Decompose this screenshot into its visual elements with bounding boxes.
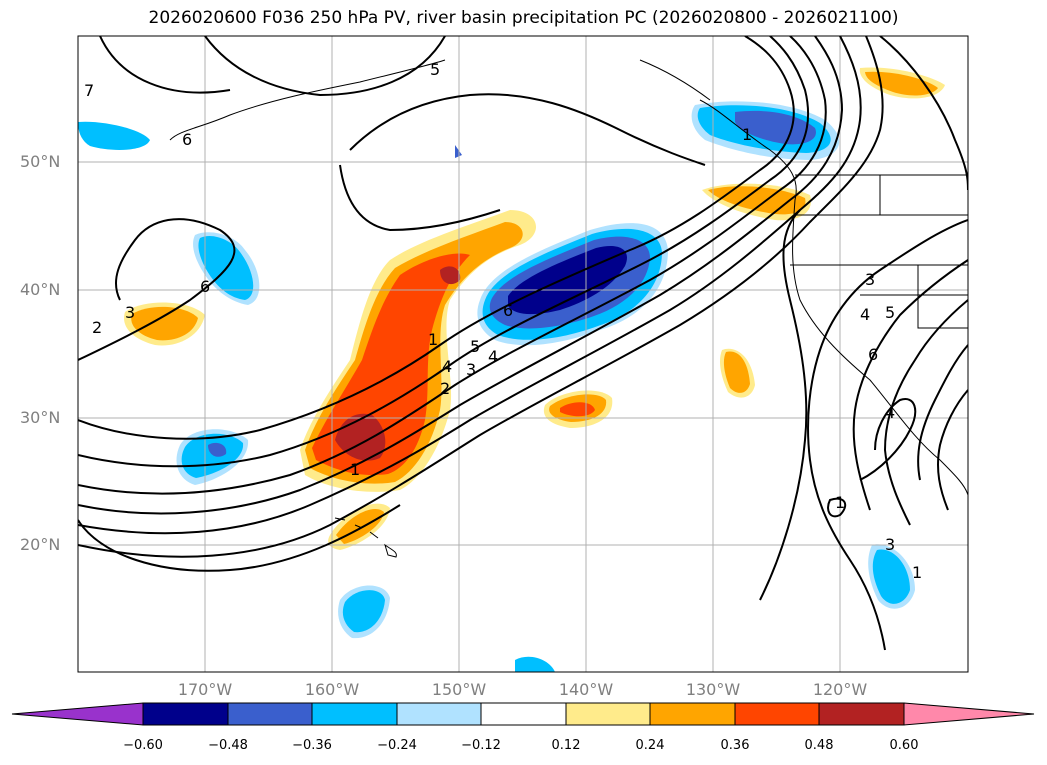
- contour-label: 1: [742, 125, 752, 144]
- contour-label: 5: [470, 337, 480, 356]
- colorbar-tick-label: 0.24: [635, 738, 665, 753]
- lon-label: 120°W: [812, 680, 868, 699]
- lon-label: 150°W: [431, 680, 487, 699]
- colorbar-swatch: [565, 702, 651, 726]
- colorbar-extend-high: [903, 702, 1035, 726]
- contour-label: 3: [865, 270, 875, 289]
- alaska-coast: [169, 59, 446, 141]
- lon-label: 170°W: [177, 680, 233, 699]
- contour-label: 4: [860, 305, 870, 324]
- contour-label: 1: [912, 563, 922, 582]
- negative-anomaly-region: [508, 246, 627, 315]
- positive-anomaly-region: [723, 351, 750, 393]
- contour-label: 6: [182, 130, 192, 149]
- contour-labels: 7 6 6 6 2 3 1 4 5 4 3 2 1 1 3 4 5 6 4 1 …: [84, 60, 922, 582]
- state-borders: [790, 174, 968, 329]
- negative-anomaly-region: [181, 433, 244, 478]
- lat-label: 20°N: [20, 535, 61, 554]
- colorbar-swatch: [818, 702, 905, 726]
- contour-label: 2: [440, 379, 450, 398]
- colorbar-tick-label: −0.24: [377, 738, 417, 753]
- contour-label: 3: [125, 303, 135, 322]
- contour-label: 3: [466, 360, 476, 379]
- contour-label: 7: [84, 81, 94, 100]
- lon-label: 140°W: [558, 680, 614, 699]
- contour-label: 1: [428, 330, 438, 349]
- colorbar-swatch: [649, 702, 736, 726]
- colorbar-tick-label: 0.48: [804, 738, 834, 753]
- contour-label: 1: [835, 493, 845, 512]
- negative-anomaly-region: [208, 442, 227, 457]
- pv-contours: [78, 36, 968, 651]
- colorbar-swatch: [734, 702, 820, 726]
- negative-anomaly-region: [342, 590, 385, 633]
- contour-label: 4: [442, 357, 452, 376]
- colorbar-tick-label: −0.12: [461, 738, 501, 753]
- negative-anomaly-region: [78, 121, 150, 150]
- colorbar-swatch: [227, 702, 313, 726]
- colorbar-tick-label: 0.60: [889, 738, 919, 753]
- gridlines: [78, 36, 968, 672]
- negative-anomaly-region: [872, 549, 910, 604]
- coastlines: [169, 59, 968, 558]
- lat-label: 30°N: [20, 408, 61, 427]
- lat-label: 50°N: [20, 152, 61, 171]
- colorbar-extend-low: [11, 702, 144, 726]
- contour-label: 3: [885, 535, 895, 554]
- north-america-coast: [699, 99, 968, 496]
- colorbar-tick-label: −0.36: [292, 738, 332, 753]
- colorbar-swatch: [142, 702, 229, 726]
- negative-anomaly-region: [515, 656, 555, 672]
- lon-label: 130°W: [685, 680, 741, 699]
- colorbar-tick-label: −0.48: [208, 738, 248, 753]
- contour-label: 6: [200, 277, 210, 296]
- map-frame: [77, 35, 969, 673]
- contour-label: 6: [868, 345, 878, 364]
- lon-label: 160°W: [304, 680, 360, 699]
- colorbar-tick-label: 0.36: [720, 738, 750, 753]
- colorbar-tick-label: 0.12: [551, 738, 581, 753]
- colorbar: [11, 702, 1035, 726]
- colorbar-tick-label: −0.60: [123, 738, 163, 753]
- colorbar-swatch: [480, 702, 567, 726]
- positive-anomaly-region: [865, 71, 938, 96]
- lat-label: 40°N: [20, 280, 61, 299]
- contour-label: 5: [885, 303, 895, 322]
- contour-label: 5: [430, 60, 440, 79]
- contour-label: 4: [885, 403, 895, 422]
- colorbar-swatch: [311, 702, 398, 726]
- canada-coast: [639, 59, 711, 101]
- map-title: 2026020600 F036 250 hPa PV, river basin …: [148, 8, 899, 28]
- contour-label: 1: [350, 460, 360, 479]
- contour-label: 6: [503, 301, 513, 320]
- negative-anomaly-region: [735, 110, 816, 145]
- positive-anomaly-region: [131, 306, 198, 341]
- colorbar-swatch: [396, 702, 482, 726]
- positive-anomaly-region: [440, 266, 461, 285]
- contour-label: 4: [488, 347, 498, 366]
- contour-label: 2: [92, 318, 102, 337]
